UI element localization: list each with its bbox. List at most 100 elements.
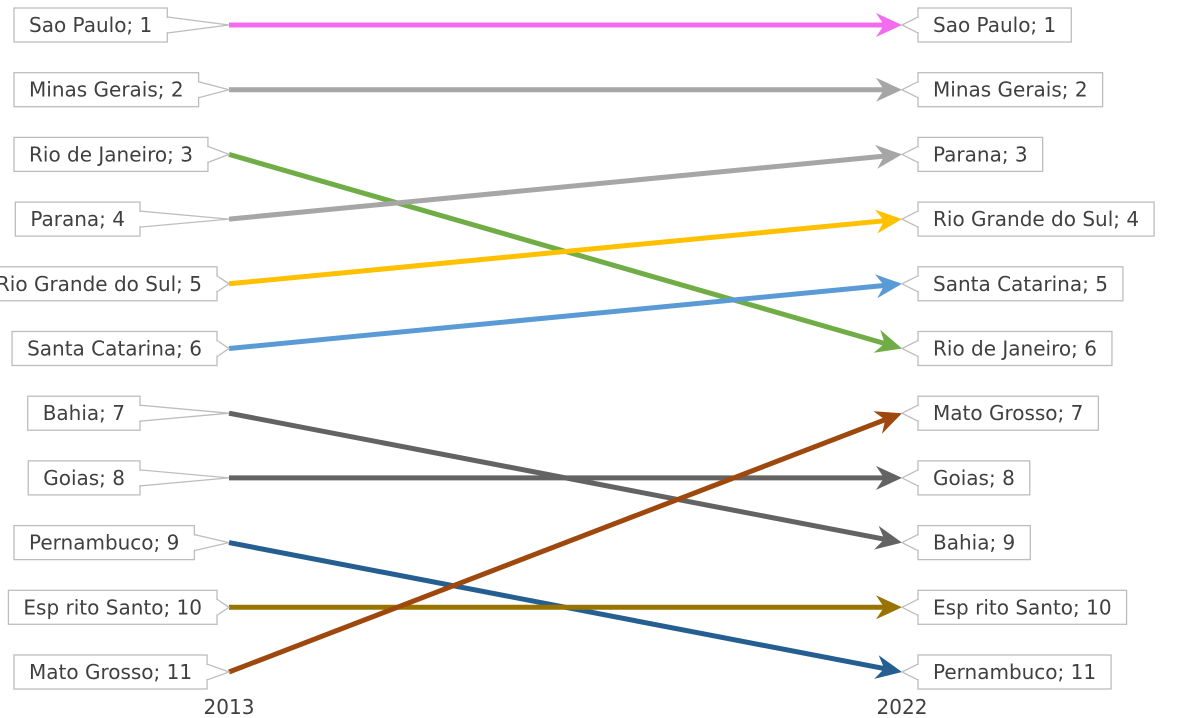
callout-pointer bbox=[166, 16, 230, 34]
callout-left-mato-grosso: Mato Grosso; 11 bbox=[13, 654, 231, 690]
callout-left-sao-paulo: Sao Paulo; 1 bbox=[13, 7, 230, 43]
callout-pointer bbox=[206, 663, 231, 681]
callout-pointer bbox=[197, 80, 232, 99]
callout-seam bbox=[916, 82, 920, 97]
callout-right-mato-grosso: Mato Grosso; 7 bbox=[900, 395, 1100, 431]
callout-right-pernambuco: Pernambuco; 11 bbox=[900, 654, 1112, 690]
callout-right-esp-rito-santo: Esp rito Santo; 10 bbox=[900, 589, 1128, 625]
callout-box bbox=[917, 395, 1100, 431]
series-pernambuco bbox=[228, 540, 902, 679]
data-label-left: Rio de Janeiro; 3 bbox=[29, 142, 193, 166]
data-label-left: Sao Paulo; 1 bbox=[29, 13, 152, 37]
callout-seam bbox=[916, 406, 920, 421]
callout-seam bbox=[197, 82, 201, 97]
callout-box bbox=[7, 589, 218, 625]
data-label-right: Minas Gerais; 2 bbox=[933, 78, 1088, 102]
callout-right-sao-paulo: Sao Paulo; 1 bbox=[900, 7, 1072, 43]
callout-seam bbox=[916, 212, 920, 227]
arrowhead-minas-gerais bbox=[876, 77, 902, 102]
arrowhead-goias bbox=[876, 465, 902, 490]
data-label-right: Goias; 8 bbox=[933, 466, 1015, 490]
callout-box bbox=[27, 460, 141, 496]
slope-line-rio-de-janeiro bbox=[228, 151, 886, 346]
callout-box bbox=[917, 589, 1128, 625]
callout-left-parana: Parana; 4 bbox=[14, 201, 230, 237]
callout-seam bbox=[138, 470, 142, 485]
data-label-right: Parana; 3 bbox=[933, 142, 1028, 166]
data-label-right: Rio Grande do Sul; 4 bbox=[933, 207, 1139, 231]
data-label-left: Bahia; 7 bbox=[43, 401, 125, 425]
callout-pointer bbox=[900, 80, 919, 99]
callout-seam bbox=[192, 535, 196, 550]
data-label-right: Rio de Janeiro; 6 bbox=[933, 337, 1097, 361]
callout-pointer bbox=[900, 339, 919, 358]
callout-seam bbox=[916, 665, 920, 679]
callout-right-goias: Goias; 8 bbox=[900, 460, 1031, 496]
arrowhead-santa-catarina bbox=[875, 274, 902, 299]
callout-right-rio-de-janeiro: Rio de Janeiro; 6 bbox=[900, 330, 1113, 367]
data-label-left: Minas Gerais; 2 bbox=[29, 78, 184, 102]
data-label-right: Sao Paulo; 1 bbox=[933, 13, 1056, 37]
data-label-right: Bahia; 9 bbox=[933, 531, 1015, 555]
arrowhead-parana bbox=[875, 144, 902, 169]
callout-box bbox=[917, 524, 1031, 561]
callout-left-santa-catarina: Santa Catarina; 6 bbox=[11, 330, 231, 367]
callout-seam bbox=[215, 600, 219, 615]
callout-right-santa-catarina: Santa Catarina; 5 bbox=[900, 266, 1124, 302]
callout-box bbox=[917, 201, 1155, 237]
arrowhead-esp-rito-santo bbox=[876, 595, 902, 620]
arrowhead-mato-grosso bbox=[873, 411, 902, 434]
callout-seam bbox=[916, 276, 920, 291]
slope-line-rio-grande-do-sul bbox=[228, 218, 885, 287]
callout-right-parana: Parana; 3 bbox=[900, 136, 1044, 173]
x-tick-label-left: 2013 bbox=[204, 695, 255, 718]
callout-pointer bbox=[900, 274, 919, 293]
callout-seam bbox=[916, 600, 920, 615]
callout-box bbox=[13, 654, 208, 690]
callout-box bbox=[14, 201, 141, 237]
callout-pointer bbox=[900, 662, 919, 682]
callout-seam bbox=[206, 147, 210, 162]
callout-seam bbox=[916, 470, 920, 485]
callout-right-bahia: Bahia; 9 bbox=[900, 524, 1031, 561]
callout-pointer bbox=[900, 533, 919, 552]
callout-right-minas-gerais: Minas Gerais; 2 bbox=[900, 72, 1104, 108]
callout-seam bbox=[215, 341, 219, 356]
data-label-right: Mato Grosso; 7 bbox=[933, 401, 1083, 425]
callout-pointer bbox=[216, 274, 231, 294]
callout-pointer bbox=[900, 598, 919, 617]
callout-pointer bbox=[207, 145, 231, 164]
data-label-left: Mato Grosso; 11 bbox=[29, 660, 192, 684]
data-label-right: Esp rito Santo; 10 bbox=[933, 595, 1112, 619]
callout-left-rio-de-janeiro: Rio de Janeiro; 3 bbox=[13, 136, 231, 173]
series-rio-grande-do-sul bbox=[228, 209, 902, 287]
callout-left-pernambuco: Pernambuco; 9 bbox=[13, 524, 230, 561]
callout-left-bahia: Bahia; 7 bbox=[27, 395, 230, 431]
slope-line-parana bbox=[228, 153, 885, 222]
callout-box bbox=[0, 266, 218, 302]
callout-pointer bbox=[216, 598, 231, 617]
callout-pointer bbox=[216, 339, 231, 358]
data-label-left: Pernambuco; 9 bbox=[29, 531, 179, 555]
callout-seam bbox=[916, 18, 920, 32]
series-esp-rito-santo bbox=[229, 595, 902, 620]
callout-seam bbox=[916, 535, 920, 550]
data-label-left: Goias; 8 bbox=[43, 466, 125, 490]
arrowhead-bahia bbox=[874, 525, 902, 550]
data-label-right: Santa Catarina; 5 bbox=[933, 272, 1108, 296]
callout-seam bbox=[138, 212, 142, 227]
data-label-right: Pernambuco; 11 bbox=[933, 660, 1096, 684]
callout-pointer bbox=[139, 210, 230, 228]
series-sao-paulo bbox=[229, 13, 902, 37]
slope-line-mato-grosso bbox=[228, 417, 887, 675]
callout-seam bbox=[138, 406, 142, 421]
series-santa-catarina bbox=[228, 274, 902, 351]
callout-seam bbox=[205, 665, 209, 679]
arrowhead-rio-grande-do-sul bbox=[875, 209, 902, 234]
callout-left-goias: Goias; 8 bbox=[27, 460, 230, 496]
data-label-left: Rio Grande do Sul; 5 bbox=[0, 272, 202, 296]
callout-pointer bbox=[900, 468, 919, 487]
callout-seam bbox=[916, 147, 920, 162]
